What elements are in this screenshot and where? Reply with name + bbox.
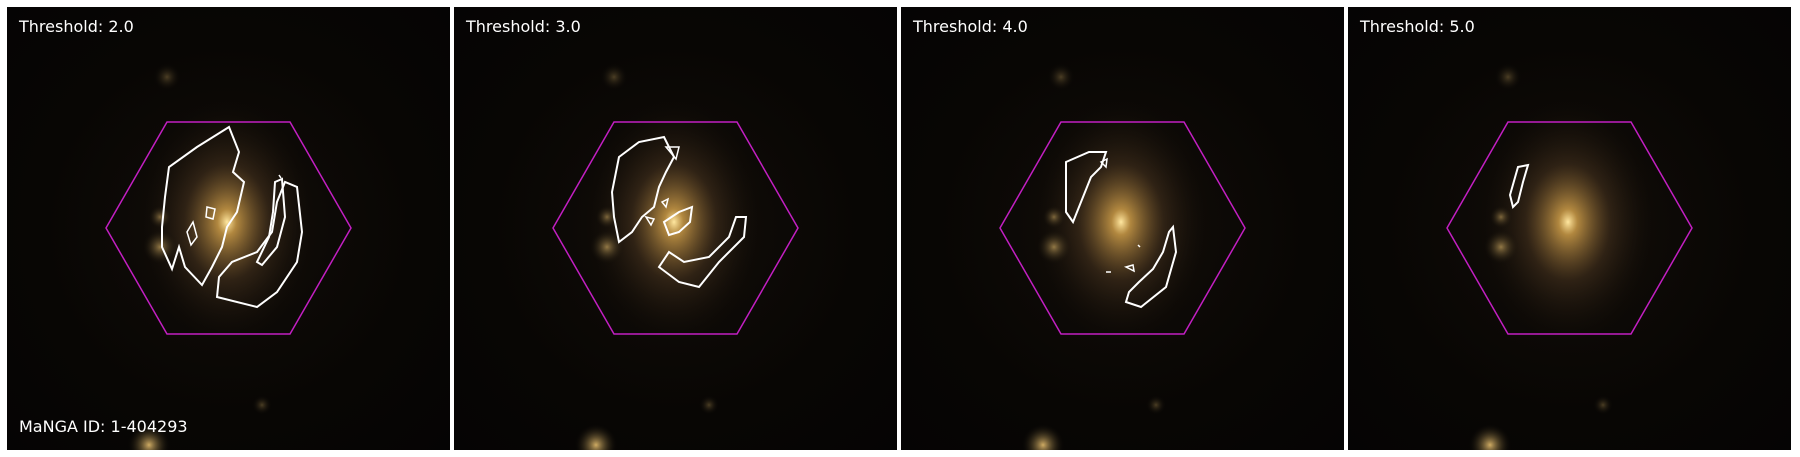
ifu-hexagon <box>1446 121 1693 335</box>
galaxy-image <box>1446 63 1693 450</box>
contour-line <box>1065 151 1108 225</box>
galaxy-image <box>999 63 1246 450</box>
ifu-hexagon <box>552 121 799 335</box>
galaxy-image <box>105 63 352 450</box>
contour-line <box>186 174 282 247</box>
threshold-label: Threshold: 5.0 <box>1360 17 1475 36</box>
contour-line <box>644 146 680 227</box>
contour-line <box>610 135 676 244</box>
galaxy-image <box>552 63 799 450</box>
contour-line <box>1508 163 1530 209</box>
manga-id-label: MaNGA ID: 1-404293 <box>19 417 188 436</box>
contour-line <box>662 205 694 237</box>
panel-threshold-5: Threshold: 5.0 <box>1348 7 1791 450</box>
threshold-label: Threshold: 2.0 <box>19 17 134 36</box>
threshold-label: Threshold: 4.0 <box>913 17 1028 36</box>
panel-threshold-4: Threshold: 4.0 <box>901 7 1344 450</box>
contour-line <box>1099 157 1141 273</box>
ifu-hexagon <box>999 121 1246 335</box>
contour-line <box>657 216 748 289</box>
panel-threshold-3: Threshold: 3.0 <box>454 7 897 450</box>
panel-threshold-2: Threshold: 2.0 MaNGA ID: 1-404293 <box>7 7 450 450</box>
ifu-hexagon <box>105 121 352 335</box>
contour-line <box>1124 224 1178 309</box>
contour-line <box>255 177 287 267</box>
contour-line <box>161 125 246 287</box>
threshold-label: Threshold: 3.0 <box>466 17 581 36</box>
contour-line <box>215 180 304 309</box>
